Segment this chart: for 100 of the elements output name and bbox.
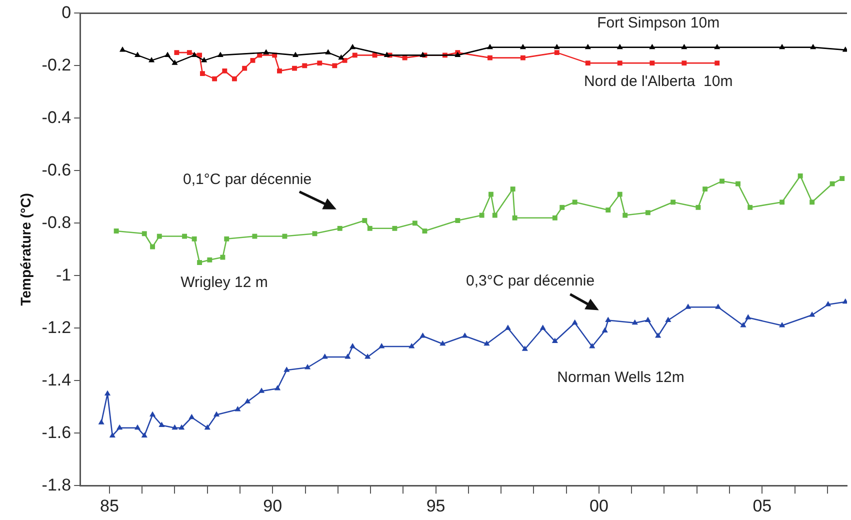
- point: [150, 244, 156, 250]
- point: [263, 49, 270, 54]
- point: [197, 52, 202, 58]
- point: [213, 411, 220, 416]
- point: [325, 49, 332, 54]
- point: [665, 316, 672, 322]
- point: [584, 44, 591, 50]
- point: [492, 212, 498, 218]
- y-tick-label: -0.6: [42, 160, 72, 180]
- point: [488, 55, 492, 60]
- point: [204, 424, 210, 430]
- point: [488, 192, 494, 197]
- y-tick-label: -1.2: [42, 318, 72, 337]
- point: [317, 60, 322, 66]
- point: [220, 254, 226, 260]
- point: [364, 354, 371, 359]
- point: [109, 432, 116, 438]
- point: [150, 411, 156, 416]
- point: [191, 52, 198, 57]
- point: [479, 212, 484, 218]
- point: [250, 58, 256, 63]
- point: [186, 50, 192, 56]
- point: [606, 208, 611, 213]
- point: [685, 304, 692, 309]
- point: [134, 52, 141, 57]
- point: [392, 226, 398, 231]
- y-tick-label: -1: [56, 265, 72, 284]
- series-label: Wrigley 12 m: [180, 274, 268, 292]
- point: [462, 332, 468, 338]
- y-tick-label: -1.6: [42, 422, 72, 442]
- point: [810, 200, 815, 205]
- point: [780, 200, 785, 205]
- point: [242, 66, 248, 71]
- point: [217, 52, 224, 57]
- point: [670, 200, 676, 205]
- point: [681, 44, 688, 50]
- point: [504, 324, 511, 330]
- point: [344, 354, 351, 359]
- point: [378, 343, 385, 348]
- y-tick-label: -0.2: [42, 55, 72, 74]
- point: [192, 236, 197, 242]
- point: [172, 424, 178, 430]
- point: [164, 52, 171, 57]
- y-tick-label: -1.4: [42, 370, 72, 390]
- y-tick-label: 0: [62, 2, 72, 22]
- point: [332, 63, 338, 68]
- y-tick-label: -1.8: [42, 475, 72, 494]
- point: [234, 406, 241, 412]
- point: [552, 338, 558, 344]
- point: [714, 44, 720, 50]
- point: [337, 226, 342, 231]
- point: [304, 364, 311, 370]
- point: [408, 343, 415, 348]
- point: [141, 432, 148, 438]
- point: [134, 424, 141, 430]
- point: [222, 68, 228, 74]
- point: [842, 298, 847, 304]
- point: [572, 200, 578, 205]
- annotation: 0,3°C par décennie: [466, 272, 595, 290]
- point: [98, 419, 104, 424]
- point: [589, 343, 596, 348]
- point: [622, 212, 628, 218]
- point: [440, 340, 446, 346]
- point: [798, 173, 803, 178]
- point: [292, 52, 299, 57]
- point: [252, 234, 258, 239]
- point: [740, 322, 746, 328]
- point: [714, 60, 720, 66]
- point: [645, 210, 650, 216]
- point: [312, 231, 318, 236]
- point: [830, 181, 835, 186]
- point: [158, 422, 165, 427]
- point: [682, 60, 687, 66]
- point: [810, 44, 816, 50]
- point: [520, 55, 526, 60]
- point: [322, 354, 328, 359]
- point: [617, 192, 622, 197]
- point: [736, 181, 740, 186]
- y-tick-label: -0.4: [42, 108, 72, 127]
- point: [720, 178, 724, 184]
- point: [116, 424, 123, 430]
- series-label: Norman Wells 12m: [557, 369, 684, 386]
- point: [201, 56, 208, 62]
- annotation: 0,1°C par décennie: [182, 171, 312, 188]
- point: [572, 319, 578, 325]
- point: [200, 71, 205, 76]
- point: [520, 44, 526, 50]
- point: [367, 226, 372, 231]
- point: [197, 260, 202, 265]
- point: [696, 204, 701, 210]
- point: [560, 204, 565, 210]
- point: [510, 186, 516, 192]
- point: [455, 218, 460, 224]
- point: [420, 52, 426, 57]
- point: [244, 398, 251, 404]
- point: [486, 44, 494, 50]
- point: [172, 60, 178, 65]
- point: [650, 60, 655, 66]
- x-tick-label: 00: [590, 496, 608, 516]
- point: [644, 316, 651, 322]
